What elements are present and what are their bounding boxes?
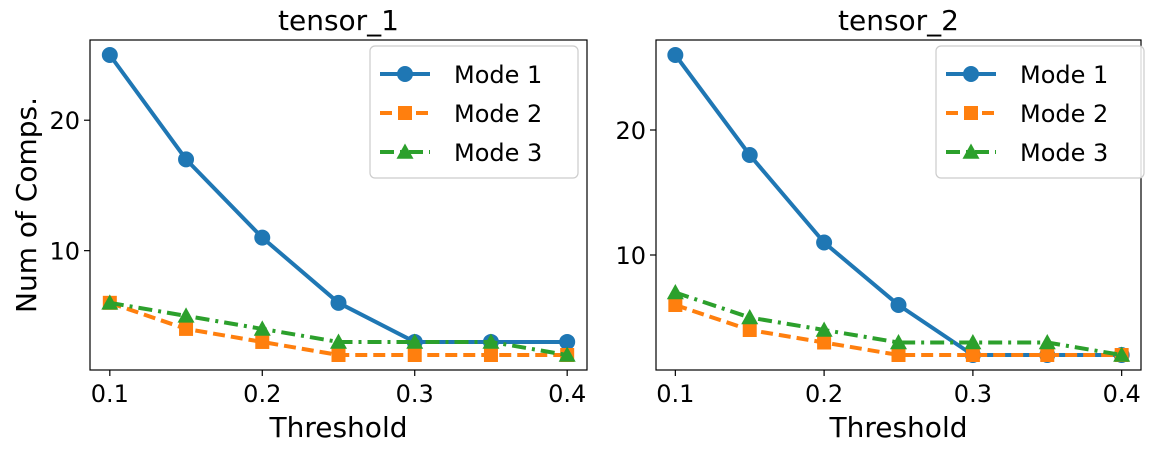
data-point <box>890 297 907 313</box>
legend-entry: Mode 3 <box>946 139 1108 167</box>
data-point <box>101 47 118 63</box>
data-point <box>255 334 270 349</box>
x-tick-label: 0.1 <box>91 380 129 408</box>
series-mode-3 <box>666 284 1131 362</box>
subplot-title: tensor_1 <box>278 4 399 37</box>
data-point <box>666 284 684 300</box>
x-tick-label: 0.1 <box>656 380 694 408</box>
x-tick-label: 0.2 <box>805 380 843 408</box>
y-tick-label: 20 <box>615 117 646 145</box>
x-axis-label: Threshold <box>269 411 408 444</box>
data-point <box>179 321 194 336</box>
legend-entry: Mode 2 <box>946 100 1108 128</box>
legend-marker <box>962 143 980 159</box>
legend-label: Mode 3 <box>1020 139 1108 167</box>
x-axis-label: Threshold <box>829 411 968 444</box>
data-point <box>331 348 346 362</box>
legend-marker <box>964 106 978 120</box>
legend-marker <box>963 66 979 82</box>
data-point <box>330 294 347 311</box>
x-tick-label: 0.4 <box>1103 380 1141 408</box>
y-tick-label: 10 <box>615 242 646 270</box>
axes-frame <box>89 39 588 371</box>
legend-marker <box>397 66 413 82</box>
legend-label: Mode 1 <box>454 61 542 89</box>
legend: Mode 1 Mode 2 Mode 3 <box>935 45 1145 179</box>
series-mode-3 <box>101 294 576 362</box>
subplot-1: tensor_1 0.1 0.2 0.3 0.4 10 20 Threshold Num of … <box>10 4 588 444</box>
data-point <box>890 334 907 350</box>
y-axis-label: Num of Comps. <box>10 97 43 313</box>
data-point <box>101 294 119 310</box>
data-point <box>1113 346 1131 362</box>
data-point <box>667 47 684 63</box>
data-point <box>177 307 195 323</box>
legend-label: Mode 2 <box>454 100 542 128</box>
data-point <box>406 333 424 349</box>
legend-label: Mode 1 <box>1020 61 1108 89</box>
x-tick-label: 0.3 <box>396 380 434 408</box>
legend-entry: Mode 3 <box>380 139 542 167</box>
legend-marker <box>398 106 412 120</box>
data-point <box>558 346 576 362</box>
legend: Mode 1 Mode 2 Mode 3 <box>369 45 579 179</box>
subplot-title: tensor_2 <box>838 4 959 37</box>
legend-frame <box>369 45 579 179</box>
legend-frame <box>935 45 1145 179</box>
data-point <box>668 298 683 312</box>
data-point <box>330 333 347 349</box>
axes-frame <box>655 39 1142 371</box>
data-point <box>741 309 759 325</box>
legend-entry: Mode 1 <box>380 61 542 89</box>
data-point <box>964 334 982 350</box>
legend-label: Mode 3 <box>454 139 542 167</box>
data-point <box>1040 348 1055 362</box>
data-point <box>965 348 980 362</box>
data-point <box>815 321 833 337</box>
y-tick-label: 10 <box>49 238 80 266</box>
x-tick-label: 0.2 <box>243 380 281 408</box>
data-point <box>483 348 498 362</box>
legend-label: Mode 2 <box>1020 100 1108 128</box>
data-point <box>742 323 757 337</box>
data-point <box>482 333 500 349</box>
data-point <box>817 335 832 350</box>
legend-entry: Mode 1 <box>946 61 1108 89</box>
data-point <box>178 151 195 168</box>
legend-marker <box>396 143 414 159</box>
data-point <box>816 234 833 251</box>
data-point <box>741 147 758 163</box>
data-point <box>407 348 422 362</box>
data-point <box>253 320 271 336</box>
y-tick-label: 20 <box>49 107 80 135</box>
legend-entry: Mode 2 <box>380 100 542 128</box>
x-tick-label: 0.3 <box>954 380 992 408</box>
data-point <box>1038 334 1056 350</box>
data-point <box>891 348 906 362</box>
data-point <box>254 229 271 246</box>
x-tick-label: 0.4 <box>548 380 586 408</box>
